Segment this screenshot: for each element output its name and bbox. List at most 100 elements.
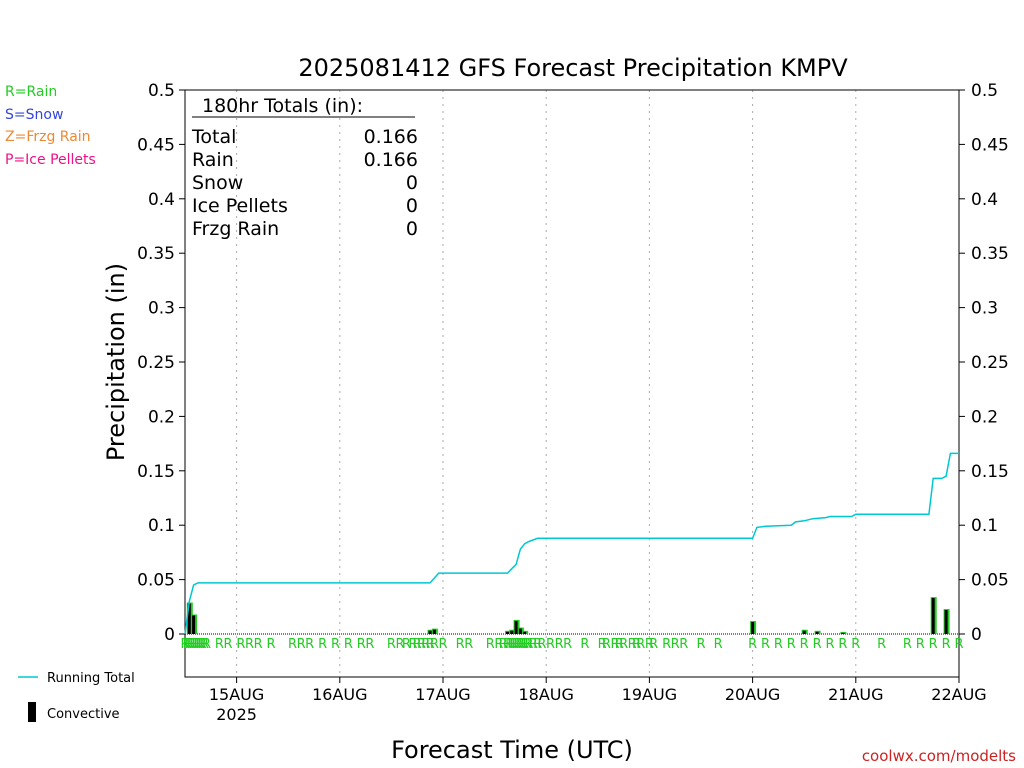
precip-type-marker: R	[696, 637, 705, 652]
precip-type-legend: R=Rain S=Snow Z=Frzg Rain P=Ice Pellets	[5, 84, 96, 168]
precip-type-marker: R	[800, 637, 809, 652]
precip-type-marker: R	[636, 637, 645, 652]
precip-type-marker: R	[413, 637, 422, 652]
y-tick-label-right: 0.1	[971, 516, 998, 536]
precip-type-marker: R	[357, 637, 366, 652]
precip-type-marker: R	[563, 637, 572, 652]
precip-type-marker: R	[632, 637, 641, 652]
totals-label-frzg-rain: Frzg Rain	[192, 218, 279, 240]
precip-type-marker: R	[245, 637, 254, 652]
plot-frame	[184, 89, 960, 678]
convective-bar	[751, 622, 755, 634]
totals-label-rain: Rain	[192, 149, 234, 171]
legend-ice-pellets: P=Ice Pellets	[5, 152, 96, 168]
convective-bar	[514, 620, 518, 634]
convective-bar	[931, 598, 935, 634]
running-total-line	[184, 452, 959, 635]
y-tick-label-right: 0.4	[971, 190, 998, 210]
precip-type-marker: R	[610, 637, 619, 652]
x-axis-label: Forecast Time (UTC)	[391, 736, 633, 764]
precip-type-marker: R	[223, 637, 232, 652]
precip-type-marker: R	[421, 637, 430, 652]
precip-type-marker: R	[505, 637, 514, 652]
y-tick-label-right: 0.5	[971, 81, 998, 101]
precip-type-marker: R	[430, 637, 439, 652]
precip-type-marker: R	[942, 637, 951, 652]
precip-type-marker: R	[507, 637, 516, 652]
legend-frzg-rain: Z=Frzg Rain	[5, 129, 91, 145]
precip-type-marker: R	[200, 637, 209, 652]
precip-type-marker: R	[774, 637, 783, 652]
y-tick-label-left: 0.5	[148, 81, 175, 101]
precip-type-marker: R	[529, 637, 538, 652]
x-tick-label: 15AUG	[209, 685, 264, 704]
precip-type-marker: R	[426, 637, 435, 652]
precip-type-marker: R	[318, 637, 327, 652]
convective-bar	[192, 615, 196, 634]
precip-type-marker: R	[954, 637, 963, 652]
precip-type-marker: R	[714, 637, 723, 652]
y-tick-label-right: 0.3	[971, 299, 998, 319]
series-legend: Running Total Convective	[18, 671, 135, 722]
precip-type-marker: R	[598, 637, 607, 652]
precip-type-marker: R	[183, 637, 192, 652]
convective-bar	[506, 631, 509, 634]
precip-type-marker: R	[344, 637, 353, 652]
precip-type-marker: R	[387, 637, 396, 652]
precip-type-marker: R	[619, 637, 628, 652]
y-tick-label-left: 0.25	[137, 353, 175, 373]
convective-bar	[518, 628, 522, 634]
rain-bars	[186, 597, 950, 634]
precip-type-marker: R	[187, 637, 196, 652]
convective-bars	[187, 598, 948, 634]
totals-value-rain: 0.166	[364, 149, 418, 171]
precip-type-marker: R	[499, 637, 508, 652]
precip-type-marker: R	[916, 637, 925, 652]
convective-bar	[944, 610, 948, 634]
precip-type-marker: R	[196, 637, 205, 652]
convective-bar	[841, 632, 845, 634]
totals-value-ice-pellets: 0	[406, 195, 418, 217]
x-tick-year-label: 2025	[216, 705, 257, 724]
precip-type-marker: R	[395, 637, 404, 652]
legend-rain: R=Rain	[5, 84, 57, 100]
precip-type-marker: R	[671, 637, 680, 652]
precip-type-marker: R	[464, 637, 473, 652]
convective-bar	[432, 629, 436, 634]
precip-type-marker: R	[331, 637, 340, 652]
precip-type-marker: R	[662, 637, 671, 652]
x-tick-label: 21AUG	[828, 685, 883, 704]
convective-bar	[523, 631, 527, 634]
watermark: coolwx.com/modelts	[862, 747, 1016, 765]
precip-type-marker: R	[198, 637, 207, 652]
y-tick-label-left: 0.05	[137, 571, 175, 591]
precip-type-marker: R	[537, 637, 546, 652]
y-tick-label-right: 0	[971, 625, 982, 645]
precip-type-marker: R	[202, 637, 211, 652]
precip-type-marker: R	[266, 637, 275, 652]
precip-type-marker: R	[185, 637, 194, 652]
totals-value-total: 0.166	[364, 126, 418, 148]
precip-type-marker: R	[191, 637, 200, 652]
totals-label-ice-pellets: Ice Pellets	[192, 195, 288, 217]
x-tick-label: 20AUG	[725, 685, 780, 704]
y-tick-label-left: 0.3	[148, 299, 175, 319]
precip-type-marker: R	[297, 637, 306, 652]
convective-bar	[815, 631, 819, 634]
precip-type-marker: R	[813, 637, 822, 652]
y-axis-label: Precipitation (in)	[102, 263, 130, 461]
totals-value-frzg-rain: 0	[406, 218, 418, 240]
y-tick-label-right: 0.2	[971, 407, 998, 427]
precip-type-marker: R	[520, 637, 529, 652]
totals-label-total: Total	[191, 126, 236, 148]
precip-type-marker: R	[503, 637, 512, 652]
y-axis-right: 0 0.05 0.1 0.15 0.2 0.25 0.3 0.35 0.4 0.45 0.5	[959, 81, 1009, 645]
legend-snow: S=Snow	[5, 107, 63, 123]
precip-type-marker: R	[524, 637, 533, 652]
precip-type-marker: R	[512, 637, 521, 652]
x-tick-label: 19AUG	[622, 685, 677, 704]
convective-bar	[187, 603, 191, 634]
